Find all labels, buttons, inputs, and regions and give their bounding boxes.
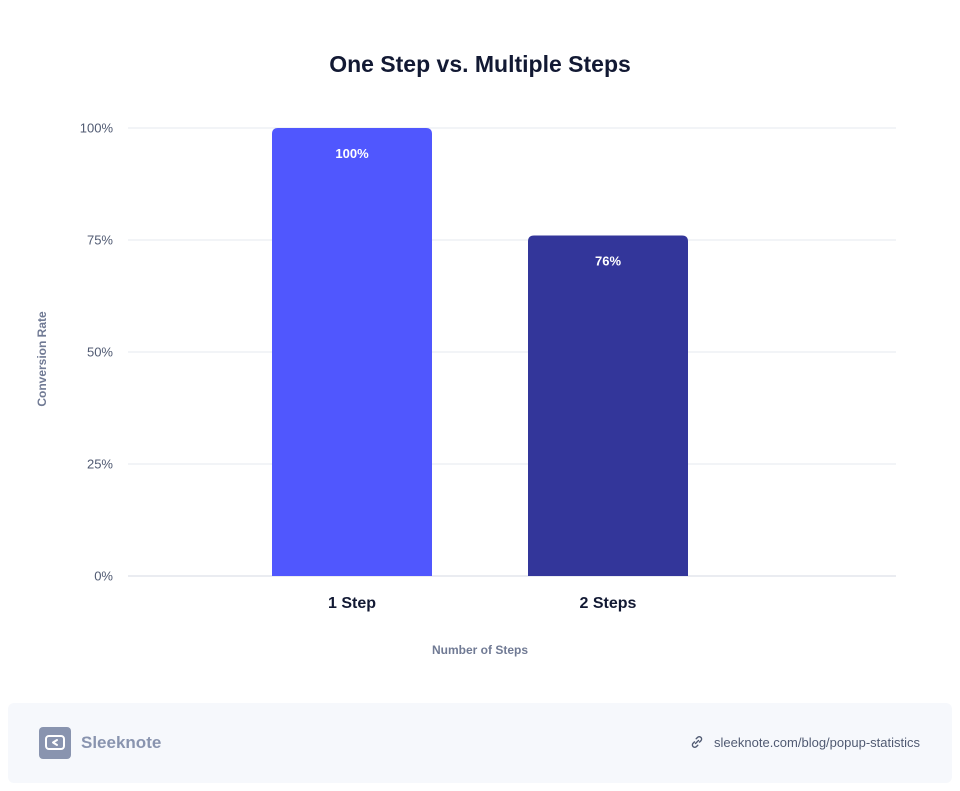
y-tick-label: 50%	[87, 345, 113, 360]
y-tick-label: 100%	[80, 121, 114, 136]
bar-data-label: 100%	[335, 146, 369, 161]
footer: Sleeknote sleeknote.com/blog/popup-stati…	[8, 703, 952, 783]
gridlines	[128, 127, 896, 577]
y-tick-label: 75%	[87, 233, 113, 248]
y-tick-label: 25%	[87, 457, 113, 472]
x-tick-label: 2 Steps	[580, 595, 637, 612]
x-tick-label: 1 Step	[328, 595, 376, 612]
bar-2	[528, 235, 688, 576]
link-icon	[691, 736, 703, 748]
sleeknote-logo-icon	[39, 727, 71, 759]
y-axis-title: Conversion Rate	[35, 311, 49, 407]
source-link[interactable]: sleeknote.com/blog/popup-statistics	[689, 734, 920, 750]
bar-1	[272, 128, 432, 576]
y-axis-ticks: 0% 25% 50% 75% 100%	[80, 121, 114, 584]
bar-chart: One Step vs. Multiple Steps 100% 76% 0% 25…	[35, 51, 896, 657]
source-url: sleeknote.com/blog/popup-statistics	[714, 734, 920, 750]
chart-title: One Step vs. Multiple Steps	[329, 51, 631, 77]
bar-data-label: 76%	[595, 254, 621, 269]
x-axis-ticks: 1 Step 2 Steps	[328, 595, 637, 612]
brand[interactable]: Sleeknote	[39, 727, 161, 759]
y-tick-label: 0%	[94, 569, 113, 584]
bars: 100% 76%	[272, 128, 688, 576]
x-axis-title: Number of Steps	[432, 643, 528, 657]
brand-name: Sleeknote	[81, 733, 162, 752]
